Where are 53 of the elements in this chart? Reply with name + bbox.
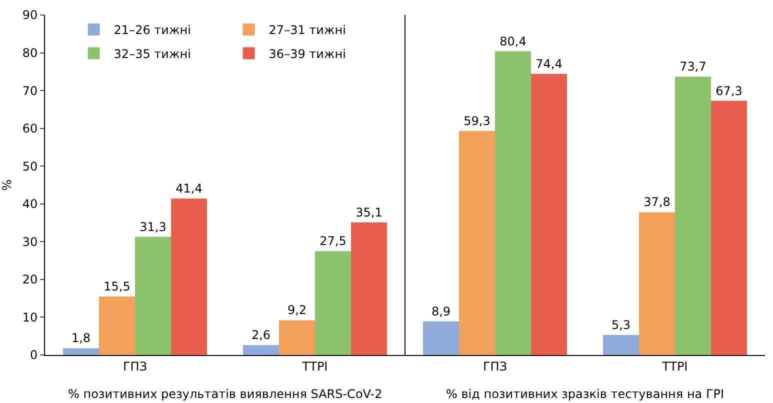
legend-label: 21–26 тижні [114, 23, 191, 38]
data-label: 5,3 [611, 318, 631, 332]
bar [639, 212, 675, 355]
y-tick-label: 20 [22, 272, 38, 287]
bar [423, 321, 459, 355]
y-tick-label: 80 [22, 46, 38, 60]
data-label: 35,1 [356, 205, 382, 220]
y-axis-title: % [0, 179, 14, 191]
legend-label: 36–39 тижні [268, 46, 346, 61]
data-label: 1,8 [71, 331, 91, 346]
x-tick-label: ТТРІ [301, 359, 328, 374]
data-label: 15,5 [104, 279, 130, 294]
bar [279, 320, 315, 355]
y-tick-label: 10 [22, 310, 38, 324]
data-label: 41,4 [176, 182, 202, 196]
bar [171, 198, 207, 355]
bar [63, 348, 99, 355]
bar [459, 130, 495, 355]
data-label: 37,8 [644, 195, 670, 210]
bar [315, 251, 351, 355]
legend-label: 32–35 тижні [114, 46, 191, 61]
text: % від позитивних зразків тестування на ГРІ [446, 387, 724, 401]
bar [603, 334, 639, 355]
x-tick-label: ГПЗ [122, 359, 148, 374]
data-label: 8,9 [431, 304, 451, 318]
data-label: 2,6 [251, 328, 271, 342]
data-label: 73,7 [680, 60, 706, 74]
data-label: 74,4 [536, 56, 562, 71]
data-label: 67,3 [716, 84, 742, 98]
y-tick-label: 70 [22, 84, 38, 98]
legend-label: 27–31 тижні [268, 23, 346, 38]
bar [675, 76, 711, 355]
x-tick-label: ТТРІ [661, 359, 688, 374]
y-tick-label: 50 [22, 159, 38, 174]
bar [135, 236, 171, 355]
data-label: 31,3 [140, 220, 166, 234]
bar [711, 100, 747, 355]
y-tick-label: 90 [22, 8, 38, 22]
data-label: 59,3 [464, 114, 490, 128]
bar [99, 296, 135, 355]
y-tick-label: 60 [22, 122, 38, 136]
y-tick-label: 40 [22, 197, 38, 212]
bar [531, 74, 567, 355]
y-tick-label: 30 [22, 234, 38, 249]
data-label: 80,4 [500, 34, 526, 48]
bar [351, 222, 387, 355]
bar [243, 345, 279, 355]
bar [495, 51, 531, 355]
y-tick-label: 0 [30, 348, 38, 362]
text: % позитивних результатів виявлення SARS-CoV-2 [68, 387, 382, 401]
data-label: 27,5 [320, 234, 346, 248]
x-tick-label: ГПЗ [482, 359, 508, 374]
data-label: 9,2 [287, 303, 307, 318]
